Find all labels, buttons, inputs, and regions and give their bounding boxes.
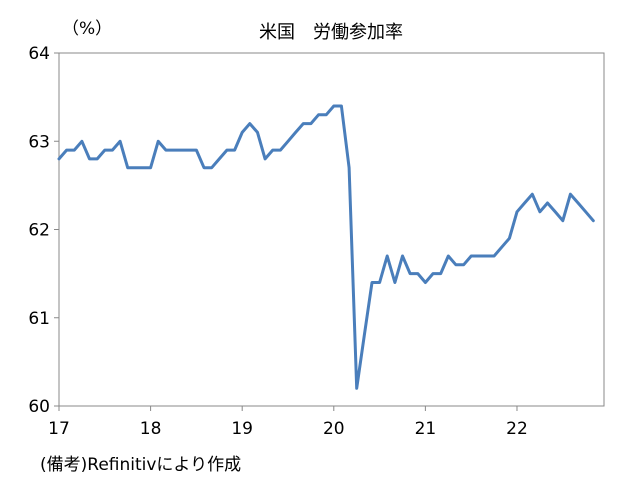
x-tick-label: 22 (506, 419, 528, 439)
x-tick-label: 18 (140, 419, 162, 439)
participation-rate-line (57, 104, 595, 390)
plot-area-frame (58, 52, 605, 407)
chart-title: 米国 労働参加率 (259, 22, 403, 43)
x-tick-label: 20 (323, 419, 345, 439)
y-tick-label: 64 (28, 44, 50, 64)
y-tick-label: 60 (28, 397, 50, 417)
x-tick-label: 17 (48, 419, 70, 439)
y-tick-label: 62 (28, 221, 50, 241)
x-tick-label: 19 (231, 419, 253, 439)
y-tick-label: 63 (28, 132, 50, 152)
x-tick-label: 21 (415, 419, 437, 439)
y-axis: 64 63 62 61 60 (28, 44, 59, 417)
y-axis-unit-label: （%） (62, 19, 112, 39)
x-axis: 17 18 19 20 21 22 (48, 406, 528, 439)
source-note: (備考)Refinitivにより作成 (40, 455, 242, 475)
y-tick-label: 61 (28, 309, 50, 329)
